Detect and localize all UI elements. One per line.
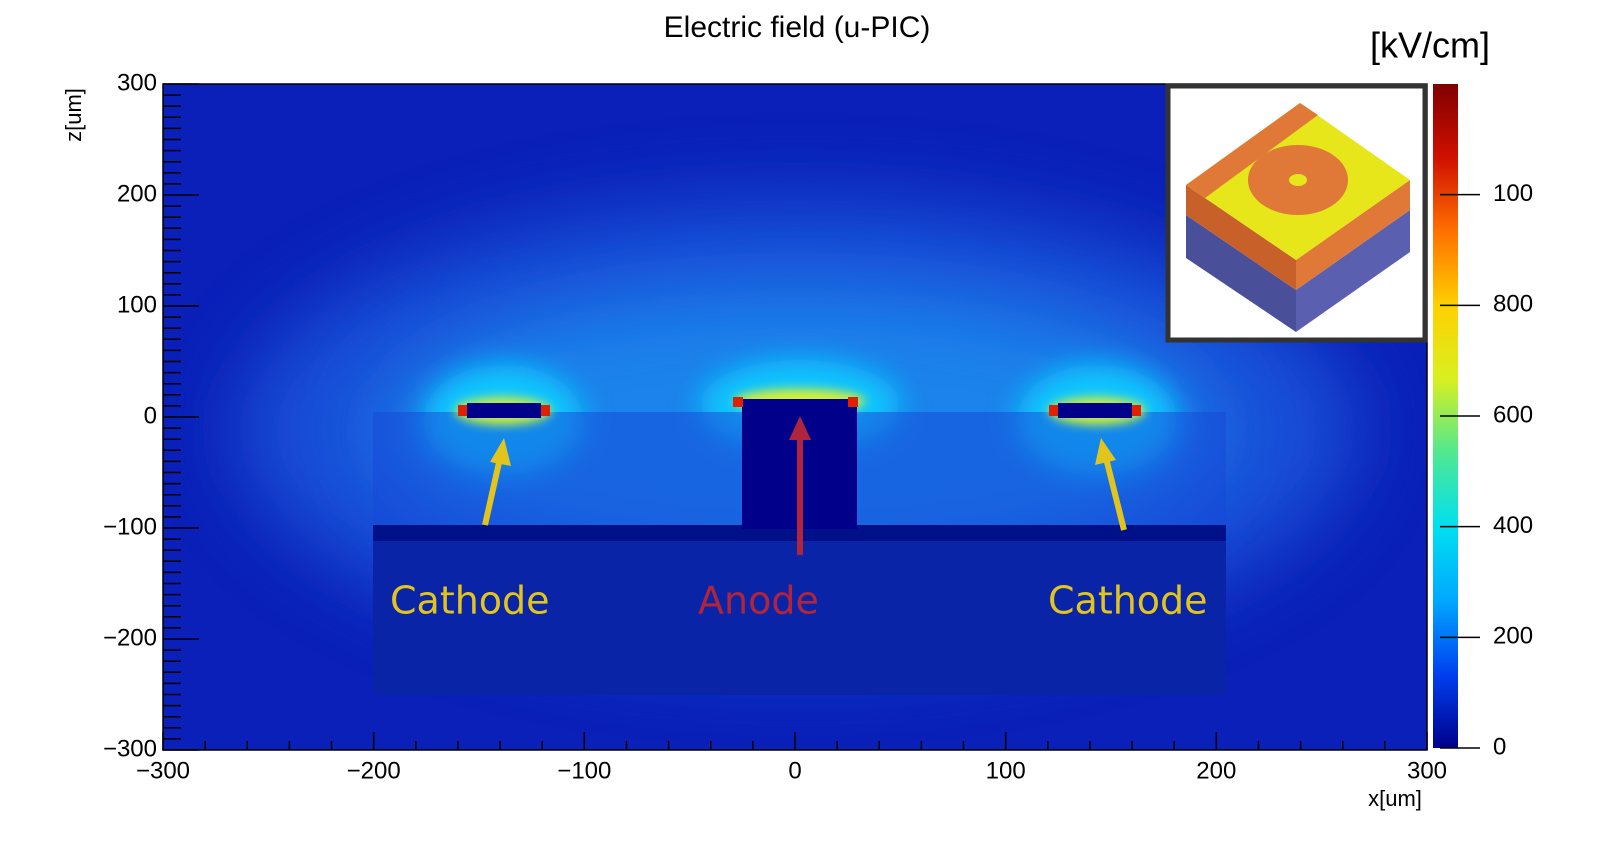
x-tick-label: 300 (1407, 757, 1447, 784)
x-tick-label: 200 (1196, 757, 1236, 784)
page: Electric field (u-PIC) (0, 0, 1601, 841)
chart: Electric field (u-PIC) (0, 0, 1601, 841)
y-axis-label: z[um] (61, 88, 86, 142)
inset-image (1168, 86, 1425, 340)
x-tick-label: −100 (557, 757, 611, 784)
annotation: Anode (698, 579, 819, 623)
y-tick-label: 100 (117, 291, 157, 318)
colorbar-tick-label: 600 (1493, 401, 1533, 428)
y-tick-label: −100 (103, 513, 157, 540)
colorbar-tick-label: 200 (1493, 623, 1533, 650)
annotation: Cathode (1048, 579, 1208, 623)
x-tick-label: 100 (986, 757, 1026, 784)
y-tick-label: −300 (103, 735, 157, 762)
y-tick-label: 300 (117, 69, 157, 96)
x-axis-label: x[um] (1368, 786, 1422, 811)
y-tick-label: −200 (103, 624, 157, 651)
y-tick-label: 200 (117, 180, 157, 207)
colorbar-tick-label: 800 (1493, 291, 1533, 318)
colorbar-tick-label: 100 (1493, 180, 1533, 207)
x-tick-label: −200 (347, 757, 401, 784)
colorbar-label: [kV/cm] (1370, 25, 1490, 66)
x-tick-label: 0 (788, 757, 801, 784)
colorbar-tick-label: 0 (1493, 733, 1506, 760)
y-tick-label: 0 (144, 402, 157, 429)
colorbar-tick-label: 400 (1493, 512, 1533, 539)
annotation: Cathode (390, 579, 550, 623)
chart-title: Electric field (u-PIC) (664, 11, 931, 44)
